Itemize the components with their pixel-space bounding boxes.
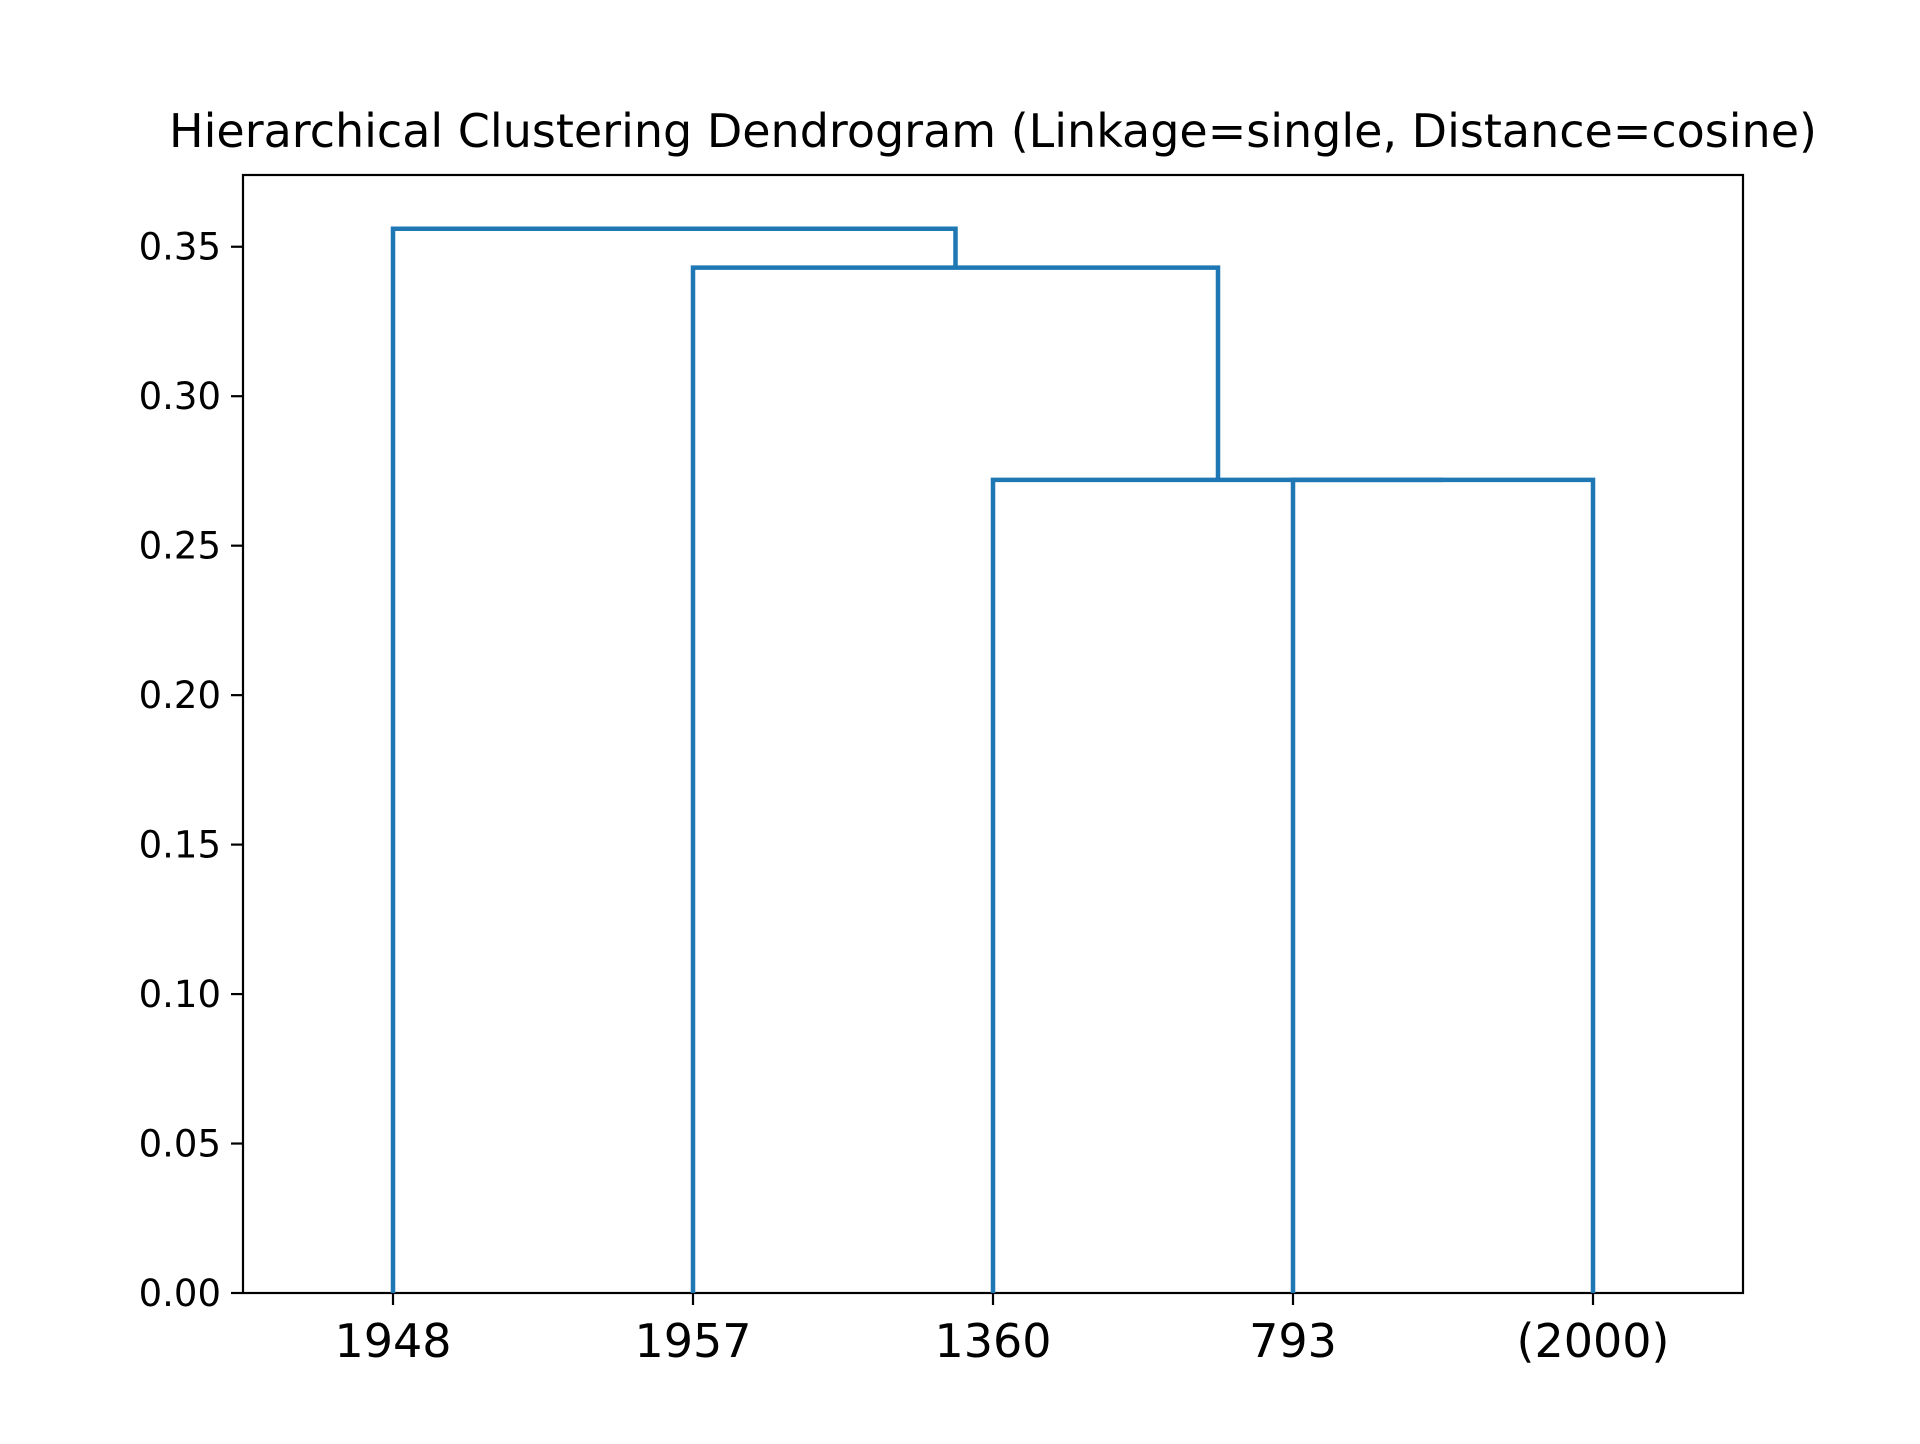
- y-tick-label: 0.05: [139, 1123, 221, 1166]
- chart-title: Hierarchical Clustering Dendrogram (Link…: [169, 104, 1817, 158]
- x-axis: 1948 1957 1360 793 (2000): [334, 1293, 1669, 1368]
- dendrogram-link-2: [990, 477, 1443, 1293]
- dendrogram-link-1: [1290, 477, 1596, 1293]
- y-tick-label: 0.10: [139, 973, 221, 1016]
- y-tick-label: 0.15: [139, 824, 221, 867]
- leaf-label: 1360: [934, 1314, 1051, 1368]
- y-tick-label: 0.00: [139, 1272, 221, 1315]
- dendrogram-link-3: [690, 265, 1221, 1293]
- leaf-label: 1948: [334, 1314, 451, 1368]
- dendrogram-links: [390, 226, 1596, 1293]
- y-tick-label: 0.35: [139, 226, 221, 269]
- dendrogram-link-4: [390, 226, 958, 1293]
- leaf-label: (2000): [1517, 1314, 1670, 1368]
- y-tick-label: 0.25: [139, 525, 221, 568]
- y-tick-label: 0.20: [139, 674, 221, 717]
- leaf-label: 1957: [634, 1314, 751, 1368]
- leaf-label: 793: [1249, 1314, 1337, 1368]
- y-axis: 0.00 0.05 0.10 0.15 0.20 0.25 0.30 0.35: [139, 226, 243, 1315]
- y-tick-label: 0.30: [139, 375, 221, 418]
